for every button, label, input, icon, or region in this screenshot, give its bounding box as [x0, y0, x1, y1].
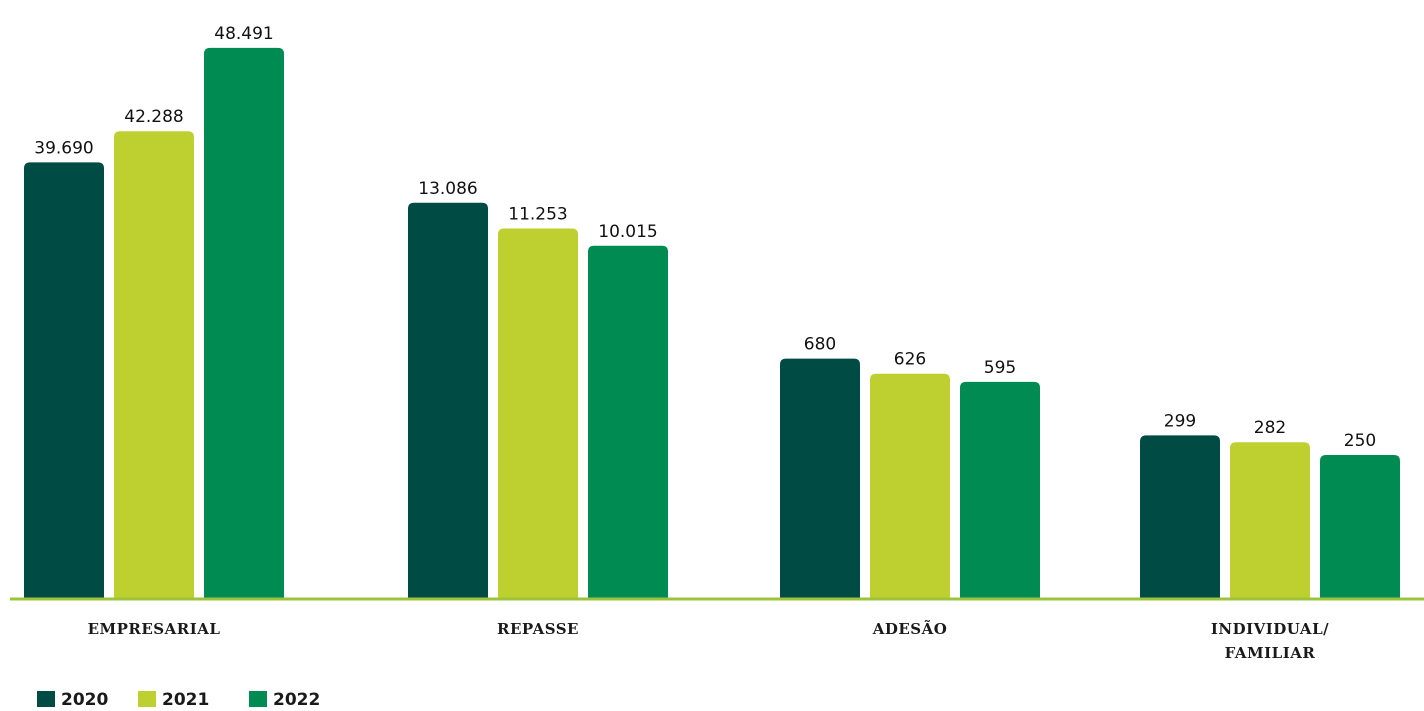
bar [24, 162, 104, 599]
category-label: ADESÃO [872, 619, 948, 638]
bar [1320, 455, 1400, 599]
value-labels-group: 39.690 13.086 680 299 42.288 11.253 626 282 48.4… [34, 24, 1376, 451]
bar [114, 131, 194, 599]
bar [870, 373, 950, 599]
category-labels-group: EMPRESARIAL REPASSE ADESÃO INDIVIDUAL/FAMIL… [88, 619, 1329, 662]
legend-swatch [249, 691, 267, 707]
bar [204, 47, 284, 600]
category-label: INDIVIDUAL/ [1211, 620, 1329, 638]
legend-label: 2022 [273, 690, 320, 710]
legend-label: 2020 [61, 690, 108, 710]
legend: 2020 2021 2022 [37, 690, 320, 710]
value-label: 48.491 [214, 24, 273, 44]
bars-group [24, 47, 1400, 600]
bar [780, 358, 860, 599]
category-label: REPASSE [497, 620, 579, 638]
legend-swatch [138, 691, 156, 707]
category-label: FAMILIAR [1225, 644, 1316, 662]
bar [588, 245, 668, 600]
value-label: 680 [804, 335, 836, 355]
bar [498, 228, 578, 599]
bar [408, 202, 488, 599]
category-label: EMPRESARIAL [88, 620, 221, 638]
value-label: 282 [1254, 418, 1286, 438]
value-label: 250 [1344, 431, 1376, 451]
value-label: 595 [984, 358, 1016, 378]
value-label: 13.086 [418, 179, 477, 199]
legend-swatch [37, 691, 55, 707]
bar [1230, 442, 1310, 599]
value-label: 299 [1164, 411, 1196, 431]
value-label: 42.288 [124, 107, 183, 127]
value-label: 11.253 [508, 204, 567, 224]
value-label: 10.015 [598, 222, 657, 242]
value-label: 626 [894, 350, 926, 370]
bar [960, 381, 1040, 599]
value-label: 39.690 [34, 138, 93, 158]
bar [1140, 435, 1220, 599]
legend-label: 2021 [162, 690, 209, 710]
